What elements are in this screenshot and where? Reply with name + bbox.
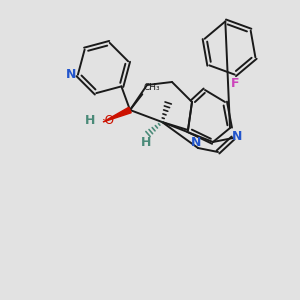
Text: N: N [191,136,201,149]
Text: ·O: ·O [102,115,115,128]
Text: CH₃: CH₃ [143,83,160,92]
Text: F: F [230,77,239,90]
Text: N: N [232,130,242,143]
Text: H: H [141,136,151,148]
Polygon shape [103,107,131,122]
Text: N: N [66,68,76,81]
Text: H: H [85,115,95,128]
